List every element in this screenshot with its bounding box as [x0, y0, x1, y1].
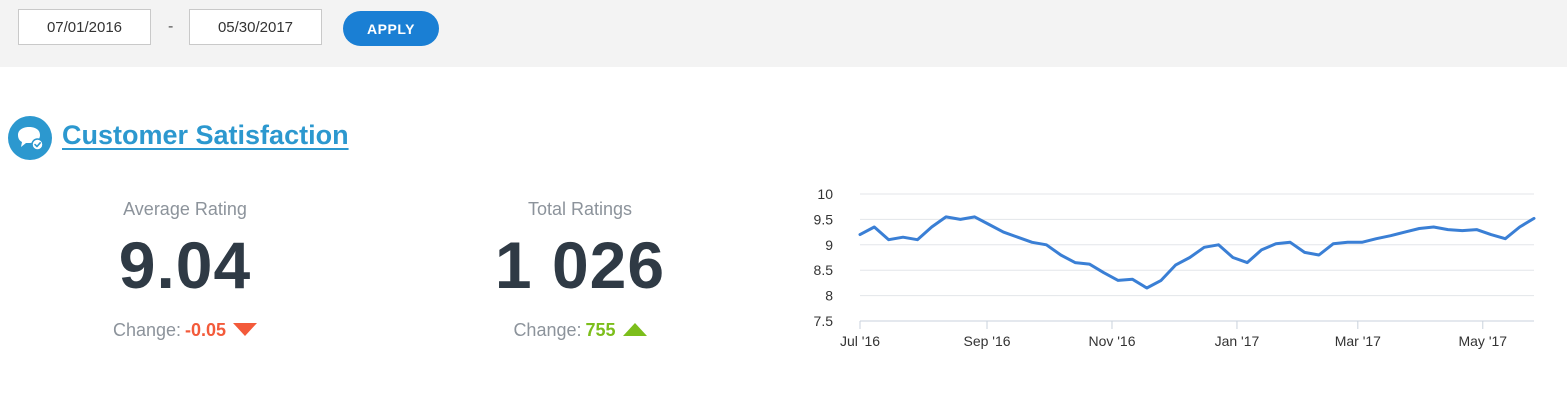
- apply-button[interactable]: APPLY: [343, 11, 439, 46]
- date-filter-bar: - APPLY: [0, 0, 1567, 67]
- x-tick-label: Nov '16: [1088, 333, 1135, 349]
- rating-series-line: [858, 215, 1536, 290]
- end-date-input[interactable]: [189, 9, 322, 45]
- change-value: -0.05: [185, 320, 227, 340]
- arrow-up-icon: [622, 322, 647, 336]
- change-value: 755: [585, 320, 616, 340]
- y-tick-label: 7.5: [814, 313, 834, 329]
- chat-bubble-check-icon: [8, 116, 52, 160]
- average-rating-label: Average Rating: [123, 199, 247, 219]
- average-rating-change: Change: -0.05: [45, 320, 325, 341]
- x-tick-label: Sep '16: [963, 333, 1010, 349]
- change-label: Change:: [513, 320, 582, 340]
- y-tick-label: 9: [825, 237, 833, 253]
- x-tick-label: Jul '16: [840, 333, 880, 349]
- y-tick-label: 8.5: [814, 262, 834, 278]
- x-tick-label: Jan '17: [1215, 333, 1260, 349]
- y-tick-label: 8: [825, 288, 833, 304]
- x-tick-label: May '17: [1458, 333, 1507, 349]
- start-date-input[interactable]: [18, 9, 151, 45]
- total-ratings-change: Change: 755: [440, 320, 720, 341]
- change-label: Change:: [112, 320, 182, 340]
- y-tick-label: 10: [817, 186, 833, 202]
- rating-trend-chart: 7.5 8 8.5 9 9.5 10 Jul '16 Sep '16 Nov '16 Jan '1…: [814, 186, 1536, 349]
- section-title-link[interactable]: Customer Satisfaction: [62, 120, 349, 150]
- x-tick-label: Mar '17: [1335, 333, 1381, 349]
- date-range-separator: -: [168, 18, 174, 35]
- arrow-down-icon: [233, 323, 258, 337]
- total-ratings-label: Total Ratings: [527, 199, 633, 219]
- total-ratings-value: 1 026: [494, 228, 666, 302]
- y-tick-label: 9.5: [814, 211, 834, 227]
- average-rating-value: 9.04: [118, 228, 252, 302]
